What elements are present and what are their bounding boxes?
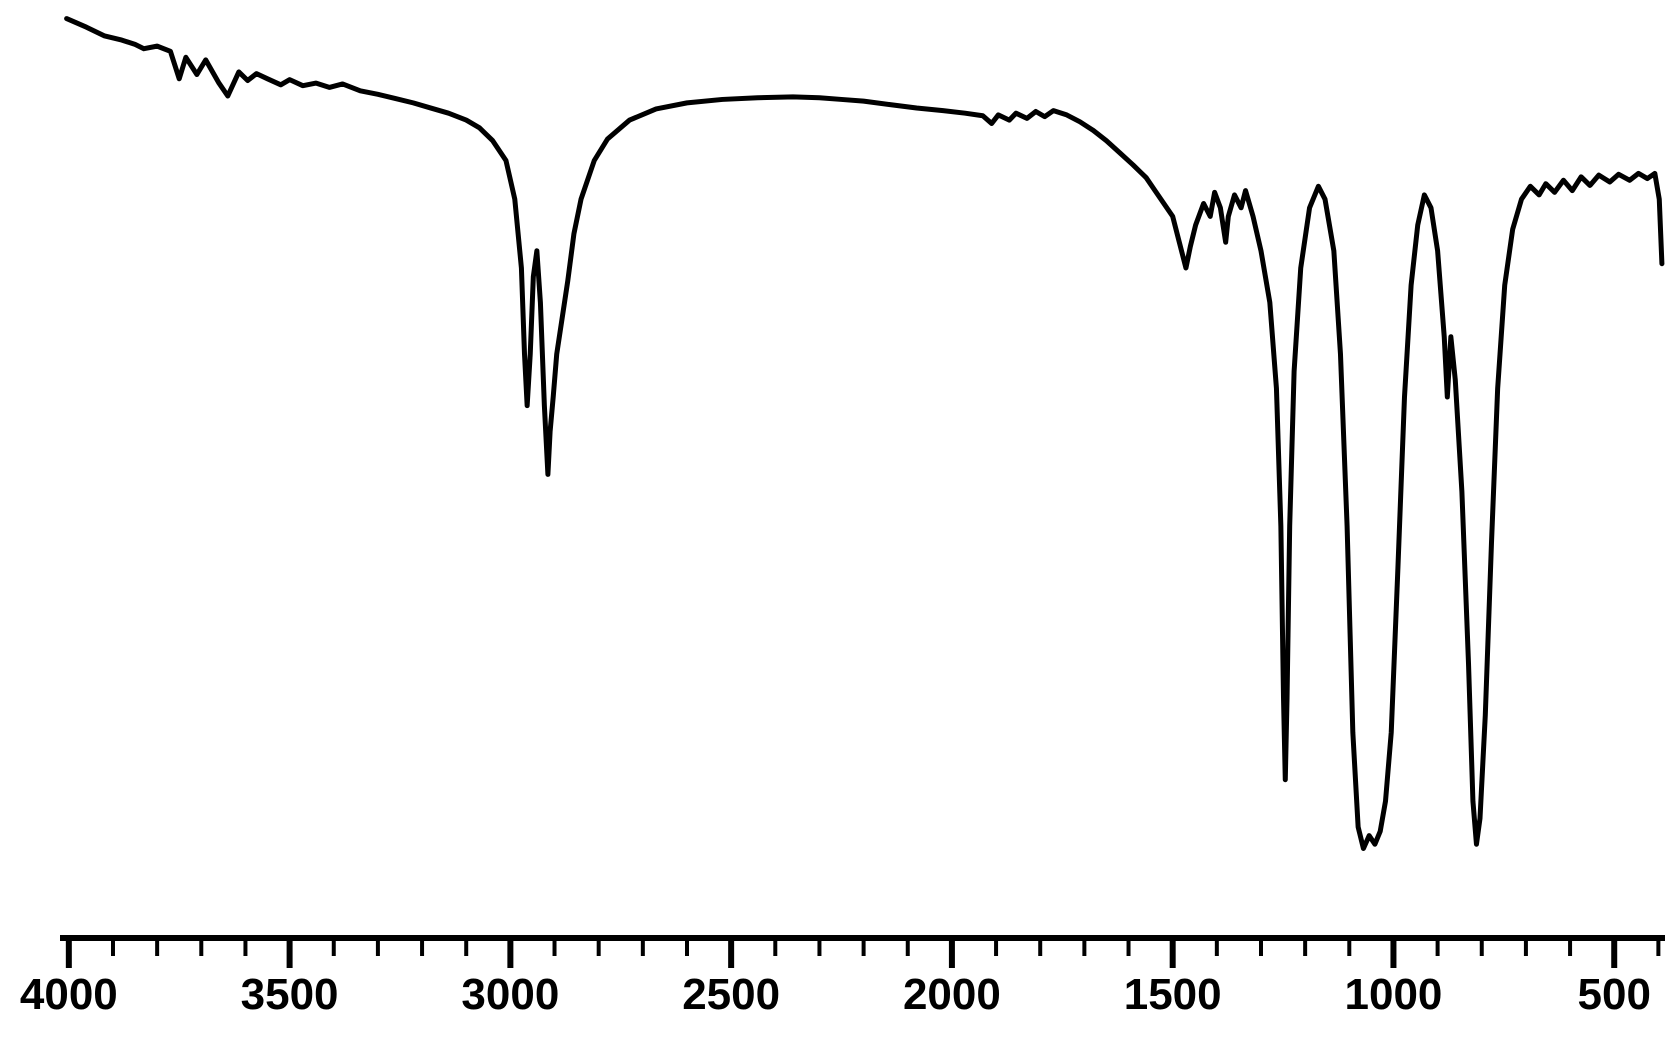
chart-container: 4000 3500 3000 2500 2000 1500 1000 500	[0, 0, 1678, 1058]
x-axis-tick-label: 1000	[1345, 970, 1443, 1019]
x-axis-tick-label: 3000	[461, 970, 559, 1019]
x-axis-tick-label: 1500	[1124, 970, 1222, 1019]
ir-spectrum-chart: 4000 3500 3000 2500 2000 1500 1000 500	[0, 0, 1678, 1058]
spectrum-trace	[67, 19, 1662, 849]
x-axis-tick-label: 4000	[20, 970, 118, 1019]
x-axis-tick-label: 500	[1578, 970, 1651, 1019]
x-axis-tick-label: 3500	[241, 970, 339, 1019]
x-axis-tick-label: 2500	[682, 970, 780, 1019]
x-axis-tick-label: 2000	[903, 970, 1001, 1019]
